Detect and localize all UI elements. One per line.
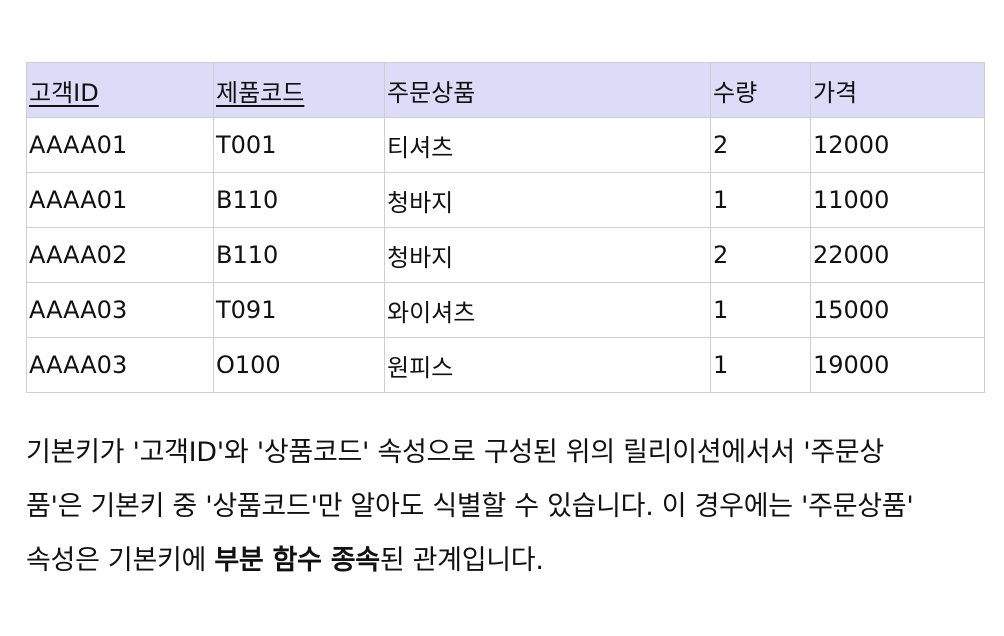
cell-product-code: B110 [213,227,385,283]
paragraph-line: 품'은 기본키 중 '상품코드'만 알아도 식별할 수 있습니다. 이 경우에는… [26,491,914,522]
relation-table: 고객ID 제품코드 주문상품 수량 가격 AAAA01 T001 티셔츠 2 1… [26,62,985,393]
cell-customer-id: AAAA03 [26,282,214,338]
header-label: 가격 [813,78,858,107]
cell-product-code: O100 [213,337,385,393]
cell-order-item: 와이셔츠 [384,282,711,338]
table-header-row: 고객ID 제품코드 주문상품 수량 가격 [26,62,985,118]
cell-quantity: 1 [710,172,811,228]
emphasis-term: 부분 함수 종속 [214,545,380,576]
cell-customer-id: AAAA03 [26,337,214,393]
cell-quantity: 2 [710,117,811,173]
cell-price: 12000 [810,117,985,173]
paragraph-line: 속성은 기본키에 부분 함수 종속된 관계입니다. [26,534,986,588]
header-order-item: 주문상품 [384,62,711,118]
header-product-code: 제품코드 [213,62,385,118]
table-row: AAAA03 T091 와이셔츠 1 15000 [26,282,985,338]
table-row: AAAA01 T001 티셔츠 2 12000 [26,117,985,173]
cell-customer-id: AAAA02 [26,227,214,283]
header-customer-id: 고객ID [26,62,214,118]
table-row: AAAA01 B110 청바지 1 11000 [26,172,985,228]
header-label: 주문상품 [387,78,476,107]
explanation-paragraph: 기본키가 '고객ID'와 '상품코드' 속성으로 구성된 위의 릴리이션에서서 … [26,426,986,588]
header-price: 가격 [810,62,985,118]
paragraph-line: 기본키가 '고객ID'와 '상품코드' 속성으로 구성된 위의 릴리이션에서서 … [26,437,884,468]
cell-customer-id: AAAA01 [26,117,214,173]
cell-price: 19000 [810,337,985,393]
table-row: AAAA02 B110 청바지 2 22000 [26,227,985,283]
cell-quantity: 1 [710,282,811,338]
cell-price: 11000 [810,172,985,228]
table-container: 고객ID 제품코드 주문상품 수량 가격 AAAA01 T001 티셔츠 2 1… [26,62,985,393]
cell-order-item: 청바지 [384,227,711,283]
table-row: AAAA03 O100 원피스 1 19000 [26,337,985,393]
header-quantity: 수량 [710,62,811,118]
paragraph-text: 된 관계입니다. [379,545,544,576]
cell-product-code: T091 [213,282,385,338]
cell-order-item: 청바지 [384,172,711,228]
cell-product-code: B110 [213,172,385,228]
header-label: 수량 [713,78,758,107]
cell-price: 22000 [810,227,985,283]
cell-customer-id: AAAA01 [26,172,214,228]
paragraph-text: 속성은 기본키에 [26,545,215,576]
cell-quantity: 1 [710,337,811,393]
header-label: 제품코드 [216,78,305,107]
cell-product-code: T001 [213,117,385,173]
cell-price: 15000 [810,282,985,338]
cell-quantity: 2 [710,227,811,283]
header-label: 고객ID [29,78,99,107]
cell-order-item: 원피스 [384,337,711,393]
cell-order-item: 티셔츠 [384,117,711,173]
